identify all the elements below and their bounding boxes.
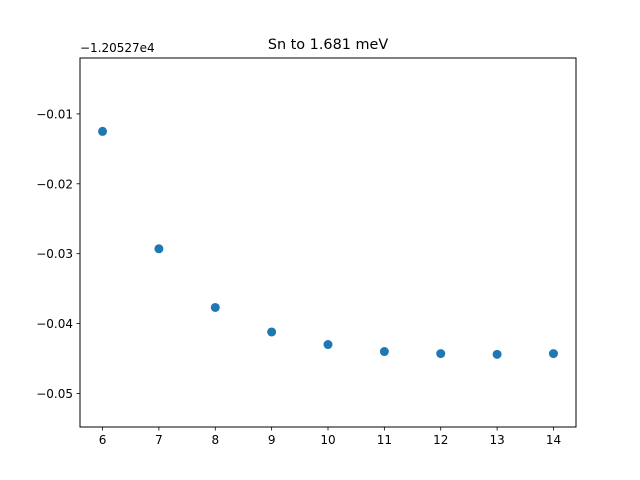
data-point [210, 302, 220, 312]
data-point [323, 340, 333, 350]
x-tick-label: 8 [211, 433, 219, 447]
chart-title: Sn to 1.681 meV [268, 37, 388, 53]
x-tick-label: 13 [489, 433, 504, 447]
data-point [436, 349, 446, 359]
data-point [98, 126, 108, 136]
y-tick-label: −0.05 [36, 387, 73, 401]
x-tick-label: 6 [99, 433, 107, 447]
y-tick-label: −0.02 [36, 177, 73, 191]
data-point [154, 244, 164, 254]
data-point [548, 349, 558, 359]
y-offset-label: −1.20527e4 [80, 41, 155, 55]
y-tick-label: −0.01 [36, 107, 73, 121]
data-point [492, 349, 502, 359]
data-points [98, 126, 558, 359]
data-point [267, 327, 277, 337]
y-tick-label: −0.04 [36, 317, 73, 331]
x-axis: 6 7 8 9 10 11 12 13 14 [99, 427, 561, 447]
x-tick-label: 12 [433, 433, 448, 447]
y-axis: −0.01 −0.02 −0.03 −0.04 −0.05 [36, 107, 80, 401]
x-tick-label: 11 [377, 433, 392, 447]
x-tick-label: 10 [320, 433, 335, 447]
x-tick-label: 9 [268, 433, 276, 447]
x-tick-label: 7 [155, 433, 163, 447]
y-tick-label: −0.03 [36, 247, 73, 261]
plot-frame [79, 57, 577, 428]
x-tick-label: 14 [546, 433, 561, 447]
data-point [379, 347, 389, 357]
